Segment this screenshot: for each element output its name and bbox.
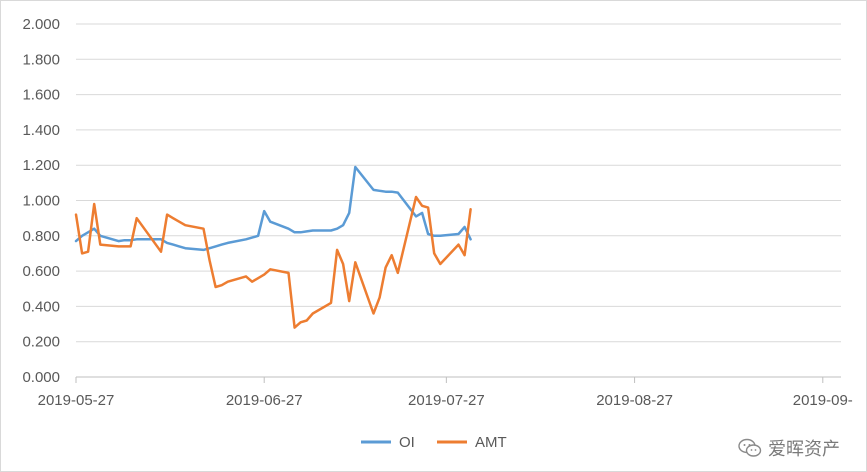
series-group (74, 165, 472, 329)
gridlines (76, 23, 841, 343)
x-tick-label: 2019-09- (793, 392, 853, 409)
y-tick-label: 1.400 (22, 122, 60, 139)
x-tick-label: 2019-06-27 (226, 392, 303, 409)
wechat-icon (738, 438, 762, 457)
x-axis: 2019-05-27 2019-06-27 2019-07-27 2019-08-27… (38, 376, 853, 409)
x-tick-label: 2019-08-27 (596, 392, 673, 409)
y-tick-label: 1.200 (22, 157, 60, 174)
x-tick-label: 2019-07-27 (408, 392, 485, 409)
watermark-text: 爱晖资产 (768, 439, 840, 460)
x-tick-label: 2019-05-27 (38, 392, 115, 409)
y-tick-label: 0.200 (22, 334, 60, 351)
y-tick-label: 1.800 (22, 51, 60, 68)
y-tick-label: 0.000 (22, 369, 60, 386)
y-tick-label: 0.800 (22, 228, 60, 245)
watermark: 爱晖资产 (738, 435, 840, 461)
y-tick-label: 1.600 (22, 87, 60, 104)
legend-label-amt: AMT (475, 434, 507, 451)
y-tick-label: 2.000 (22, 16, 60, 33)
y-tick-label: 1.000 (22, 193, 60, 210)
legend-label-oi: OI (399, 434, 415, 451)
y-tick-label: 0.600 (22, 263, 60, 280)
series-line-amt (74, 195, 472, 329)
y-tick-label: 0.400 (22, 298, 60, 315)
legend: OI AMT (361, 434, 507, 451)
y-axis: 0.000 0.200 0.400 0.600 0.800 1.000 1.200 1.400… (22, 16, 60, 386)
series-line-oi (74, 165, 472, 252)
